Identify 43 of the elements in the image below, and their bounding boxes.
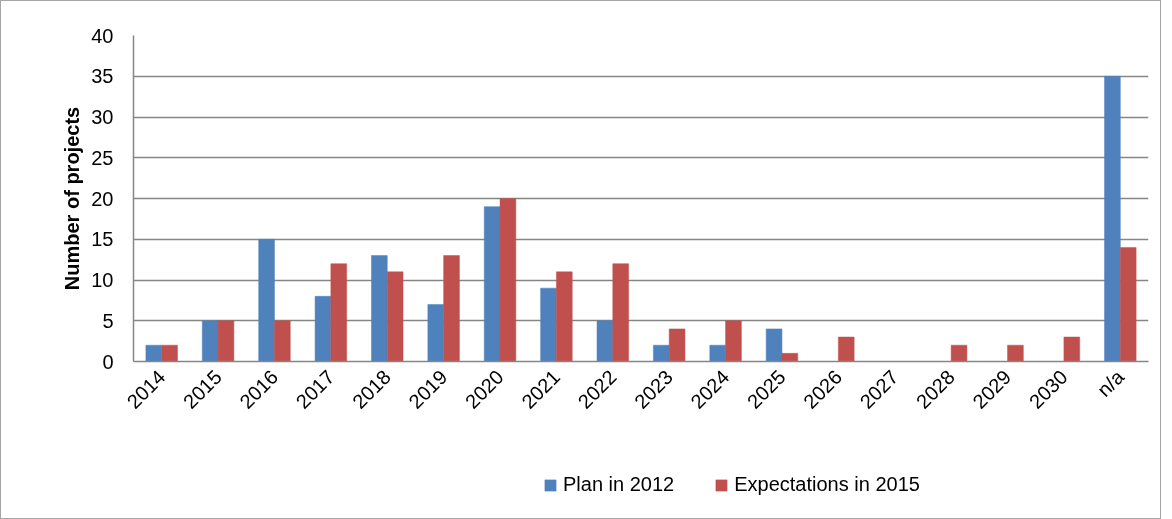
bar [1063,336,1080,362]
bar [499,198,517,362]
bar [330,263,347,362]
bar [596,320,614,362]
bar [371,255,388,362]
y-tick-label: 30 [91,106,114,128]
bar [556,271,573,362]
bar [540,287,557,362]
bar [483,206,501,362]
bar [1104,76,1121,362]
bar [258,239,275,362]
bar [781,353,799,362]
bar [145,344,162,362]
bar [217,320,235,362]
y-tick-label: 35 [91,65,114,88]
bar [274,320,291,362]
legend-label: Plan in 2012 [563,473,675,496]
y-tick-label: 20 [91,187,114,210]
bar [387,271,404,362]
bar [668,328,686,362]
bar [1007,344,1024,362]
bar [709,344,726,362]
bar [612,263,629,362]
y-tick-label: 10 [91,269,114,291]
bar [427,304,444,362]
y-tick-label: 40 [91,24,114,47]
y-tick-label: 25 [91,146,114,169]
bar [653,344,670,362]
y-axis-title: Number of projects [61,106,84,291]
bar [950,344,968,362]
bar [443,255,460,362]
y-tick-label: 0 [102,350,114,373]
y-tick-label: 5 [102,309,114,332]
bar [838,336,855,362]
bar [765,328,783,362]
bar [161,344,178,362]
bar [202,320,219,362]
bar [1120,247,1137,362]
x-tick-label: n/a [1092,365,1129,401]
y-tick-label: 15 [91,228,114,251]
legend-label: Expectations in 2015 [734,473,920,496]
bar [725,320,742,362]
bar [314,296,332,362]
